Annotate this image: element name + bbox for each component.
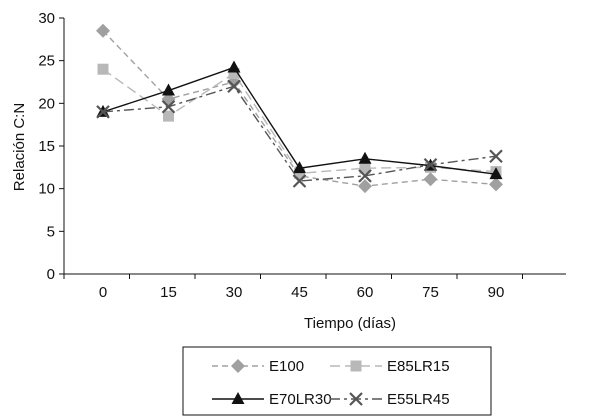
legend-marker xyxy=(349,392,363,406)
x-tick-label: 0 xyxy=(99,284,107,301)
y-tick-label: 15 xyxy=(38,138,55,155)
data-point xyxy=(227,60,241,73)
data-point xyxy=(489,177,503,192)
y-axis: 0 5 10 15 20 25 30 xyxy=(38,10,65,283)
data-point xyxy=(163,110,174,122)
data-point xyxy=(358,169,372,183)
legend: E100 E85LR15 E70LR30 E55LR45 xyxy=(212,358,450,408)
data-point xyxy=(97,63,109,75)
series-layer xyxy=(96,23,503,194)
legend-item-e85lr15: E85LR15 xyxy=(330,358,450,375)
y-tick-label: 30 xyxy=(38,10,55,27)
data-point xyxy=(358,151,372,164)
legend-marker xyxy=(231,392,245,404)
y-tick-label: 0 xyxy=(47,266,55,283)
legend-item-e70lr30: E70LR30 xyxy=(212,391,332,408)
data-point xyxy=(227,79,241,94)
legend-item-e55lr45: E55LR45 xyxy=(330,391,450,408)
series-e70lr30 xyxy=(96,60,503,180)
series-line xyxy=(102,66,497,175)
data-point xyxy=(423,172,438,187)
y-tick-label: 25 xyxy=(38,53,55,70)
x-tick-label: 30 xyxy=(226,284,243,301)
y-axis-title: Relación C:N xyxy=(11,103,28,191)
data-point xyxy=(294,167,305,179)
data-point xyxy=(228,67,240,79)
series-line xyxy=(102,68,497,175)
data-point xyxy=(96,23,110,38)
legend-label: E85LR15 xyxy=(387,358,450,375)
x-tick-label: 75 xyxy=(422,284,439,301)
data-point xyxy=(489,149,503,164)
legend-item-e100: E100 xyxy=(212,358,304,375)
data-point xyxy=(292,174,307,188)
x-tick-label: 15 xyxy=(160,284,177,301)
data-point xyxy=(423,157,438,172)
legend-label: E55LR45 xyxy=(387,391,450,408)
data-point xyxy=(489,167,503,180)
x-axis-title: Tiempo (días) xyxy=(304,315,396,332)
data-point xyxy=(161,99,176,114)
legend-label: E100 xyxy=(269,358,304,375)
x-tick-label: 45 xyxy=(291,284,308,301)
y-tick-label: 5 xyxy=(47,223,55,240)
legend-marker xyxy=(231,359,245,373)
series-e55lr45 xyxy=(96,79,503,188)
data-point xyxy=(162,83,175,96)
y-tick-label: 10 xyxy=(38,181,55,198)
x-axis: 0 15 30 45 60 75 90 xyxy=(63,273,566,301)
data-point xyxy=(96,105,110,119)
legend-marker xyxy=(350,360,362,372)
x-tick-label: 90 xyxy=(488,284,505,301)
data-point xyxy=(293,161,306,174)
legend-label: E70LR30 xyxy=(269,391,332,408)
y-tick-label: 20 xyxy=(38,95,55,112)
data-point xyxy=(359,162,371,174)
x-tick-label: 60 xyxy=(357,284,374,301)
data-point xyxy=(358,179,372,194)
